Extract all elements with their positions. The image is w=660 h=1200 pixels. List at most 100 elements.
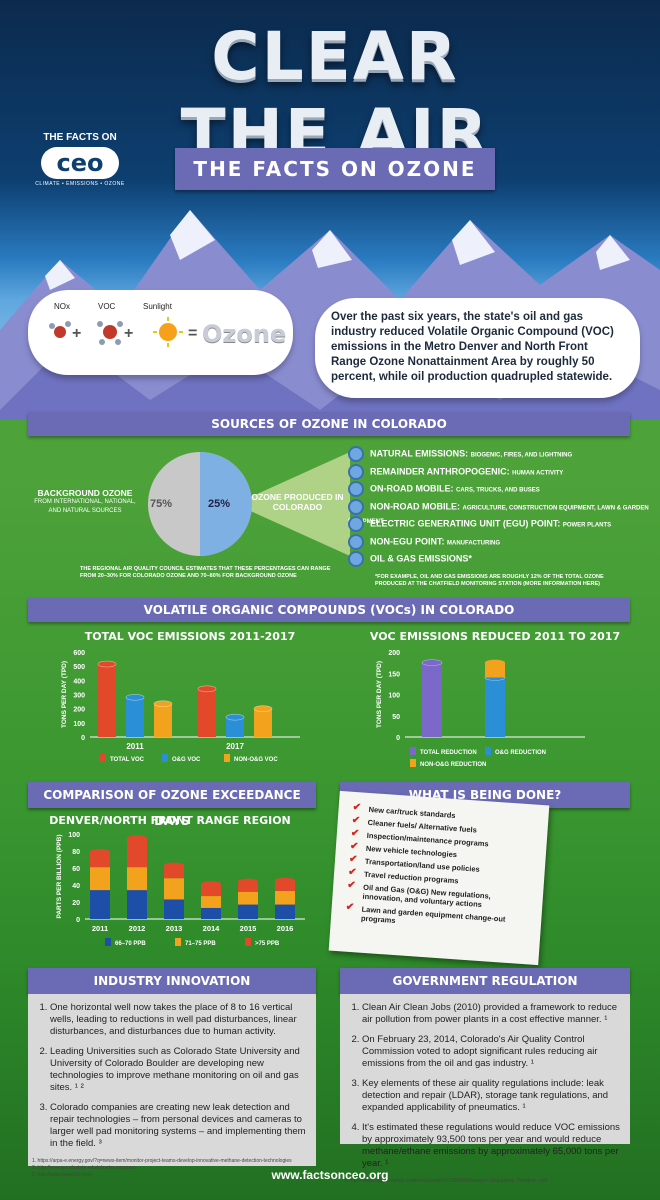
x-tick-label: 2011 xyxy=(92,924,108,933)
legend-label: TOTAL REDUCTION xyxy=(420,750,477,756)
x-tick-label: 2017 xyxy=(226,742,244,751)
source-item-name: NON-ROAD MOBILE: xyxy=(370,500,463,511)
bullet-dot-icon xyxy=(348,533,364,550)
x-tick-label: 2011 xyxy=(126,742,144,751)
panel-point: On February 23, 2014, Colorado's Air Qua… xyxy=(362,1034,622,1070)
y-tick-label: 400 xyxy=(73,678,85,685)
bar-2011-2-top xyxy=(153,700,173,708)
source-item-detail: MANUFACTURING xyxy=(447,539,501,546)
panel-footnote[interactable]: 2. http://energy.colostate.edu/p/metec-p… xyxy=(32,1165,136,1171)
plus-sign: + xyxy=(72,325,82,342)
y-tick-label: 0 xyxy=(81,735,85,742)
panel-footnote[interactable]: 3. http://www.questo2.com/ xyxy=(32,1172,93,1178)
government-panel: Clean Air Clean Jobs (2010) provided a f… xyxy=(340,994,630,1184)
source-item: REMAINDER ANTHROPOGENIC: HUMAN ACTIVITY xyxy=(348,463,564,482)
x-tick-label: 2013 xyxy=(166,924,183,933)
bar-2017-0 xyxy=(198,688,216,737)
bar-2017-1 xyxy=(226,717,244,737)
background-ozone-label-group: BACKGROUND OZONE FROM INTERNATIONAL, NAT… xyxy=(30,488,140,516)
bar-2017-2 xyxy=(254,708,272,737)
y-tick-label: 100 xyxy=(73,721,85,728)
y-tick-label: 300 xyxy=(73,693,85,700)
y-tick-label: 60 xyxy=(72,866,80,873)
government-points: Clean Air Clean Jobs (2010) provided a f… xyxy=(344,1002,622,1170)
bar-2017-2-top xyxy=(253,705,273,712)
y-tick-label: 200 xyxy=(388,650,400,657)
bar-2013-seg-0 xyxy=(164,899,184,919)
bullet-dot-icon xyxy=(348,446,364,462)
chart-title-total-voc: TOTAL VOC EMISSIONS 2011-2017 xyxy=(84,630,296,643)
sources-pie-chart: 75% 25% xyxy=(148,452,350,556)
footer-url[interactable]: www.factsonceo.org xyxy=(271,1168,389,1182)
source-item: OIL & GAS EMISSIONS* xyxy=(348,551,472,569)
produced-ozone-label: OZONE PRODUCED IN COLORADO xyxy=(251,492,344,512)
intro-text: Over the past six years, the state's oil… xyxy=(315,298,640,398)
bar-2014-seg-1 xyxy=(201,896,221,908)
section-heading-sources: SOURCES OF OZONE IN COLORADO xyxy=(28,412,630,436)
bar-2014-seg-2 xyxy=(201,884,221,897)
bar-total-reduction-top xyxy=(421,659,443,666)
background-ozone-sub: FROM INTERNATIONAL, NATIONAL, AND NATURA… xyxy=(34,499,136,514)
source-item-name: NON-EGU POINT: xyxy=(370,535,448,546)
y-tick-label: 50 xyxy=(392,714,400,721)
bar-og-reduction xyxy=(485,677,505,737)
logo-mark: ceo xyxy=(41,147,119,179)
bar-2017-0-top xyxy=(197,685,217,693)
bar-2017-1-top xyxy=(225,713,245,721)
bullet-dot-icon xyxy=(348,463,364,480)
panel-footnote[interactable]: 1. http://www.cogga.org/wp-content/uploa… xyxy=(344,1178,547,1184)
legend-label: NON-O&G REDUCTION xyxy=(420,762,486,768)
source-item-detail: HUMAN ACTIVITY xyxy=(512,469,564,476)
industry-points: One horizontal well now takes the place … xyxy=(32,1002,308,1150)
bar-2011-1-top xyxy=(125,694,145,701)
legend-label: TOTAL VOC xyxy=(110,757,145,763)
panel-point: One horizontal well now takes the place … xyxy=(50,1002,308,1038)
y-axis-label: TONS PER DAY (TPD) xyxy=(61,661,68,728)
nox-label: NOx xyxy=(54,302,70,311)
panel-point: Key elements of these air quality regula… xyxy=(362,1078,622,1114)
panel-point: It's estimated these regulations would r… xyxy=(362,1122,622,1170)
legend-label: 71–75 PPB xyxy=(185,941,216,947)
panel-point: Clean Air Clean Jobs (2010) provided a f… xyxy=(362,1002,622,1026)
bullet-dot-icon xyxy=(348,481,364,497)
council-note: THE REGIONAL AIR QUALITY COUNCIL ESTIMAT… xyxy=(80,566,331,579)
legend-swatch xyxy=(485,747,491,755)
section-heading-exceedance: COMPARISON OF OZONE EXCEEDANCE DAYS xyxy=(28,782,316,828)
bar-2011-top xyxy=(90,848,110,855)
bar-non-og-reduction-top xyxy=(485,659,505,666)
pie-label-colorado: 25% xyxy=(208,498,230,510)
industry-panel: One horizontal well now takes the place … xyxy=(28,994,316,1178)
bar-total-reduction xyxy=(422,662,442,737)
source-item-name: NATURAL EMISSIONS: xyxy=(370,448,471,459)
bar-2012-seg-1 xyxy=(127,867,147,891)
page-subtitle: THE FACTS ON OZONE xyxy=(175,148,495,190)
logo-sub-text: CLIMATE • EMISSIONS • OZONE xyxy=(35,181,125,187)
bar-2012-seg-0 xyxy=(127,890,147,919)
pie-highlight-wedge xyxy=(235,452,350,556)
x-tick-label: 2016 xyxy=(277,924,294,933)
voc-reduced-bar-chart: 0 50 100 150 200 TONS PER DAY (TPD) TOTAL REDU… xyxy=(376,650,585,768)
legend-swatch xyxy=(245,938,251,946)
source-item: NON-ROAD MOBILE: AGRICULTURE, CONSTRUCTI… xyxy=(348,498,660,525)
section-heading-industry: INDUSTRY INNOVATION xyxy=(28,968,316,994)
y-tick-label: 0 xyxy=(396,735,400,742)
bar-2016-seg-2 xyxy=(275,880,295,891)
voc-label: VOC xyxy=(98,302,116,311)
source-item: NON-EGU POINT: MANUFACTURING xyxy=(348,533,501,552)
background-ozone-label: BACKGROUND OZONE xyxy=(37,488,133,498)
section-heading-voc: VOLATILE ORGANIC COMPOUNDS (VOCs) IN COL… xyxy=(28,598,630,622)
legend-swatch xyxy=(105,938,111,946)
molecule-icons xyxy=(49,317,183,347)
source-item-detail: CARS, TRUCKS, AND BUSES xyxy=(456,487,540,494)
source-item-detail: POWER PLANTS xyxy=(562,522,612,529)
panel-footnote[interactable]: 1. https://arpa-e.energy.gov/?q=news-ite… xyxy=(32,1158,292,1164)
bullet-dot-icon xyxy=(348,498,364,515)
bar-2011-0 xyxy=(98,664,116,737)
exceedance-stacked-bar-chart: 0 20 40 60 80 100 PARTS PER BILLION (PPB) 2011 2… xyxy=(56,832,305,947)
y-tick-label: 100 xyxy=(388,693,400,700)
source-item-detail: AGRICULTURE, CONSTRUCTION EQUIPMENT, LAW… xyxy=(348,504,649,525)
bullet-dot-icon xyxy=(348,551,364,567)
x-tick-label: 2014 xyxy=(203,924,221,933)
bar-2016-seg-0 xyxy=(275,904,295,919)
legend-label: NON-O&G VOC xyxy=(234,757,278,763)
